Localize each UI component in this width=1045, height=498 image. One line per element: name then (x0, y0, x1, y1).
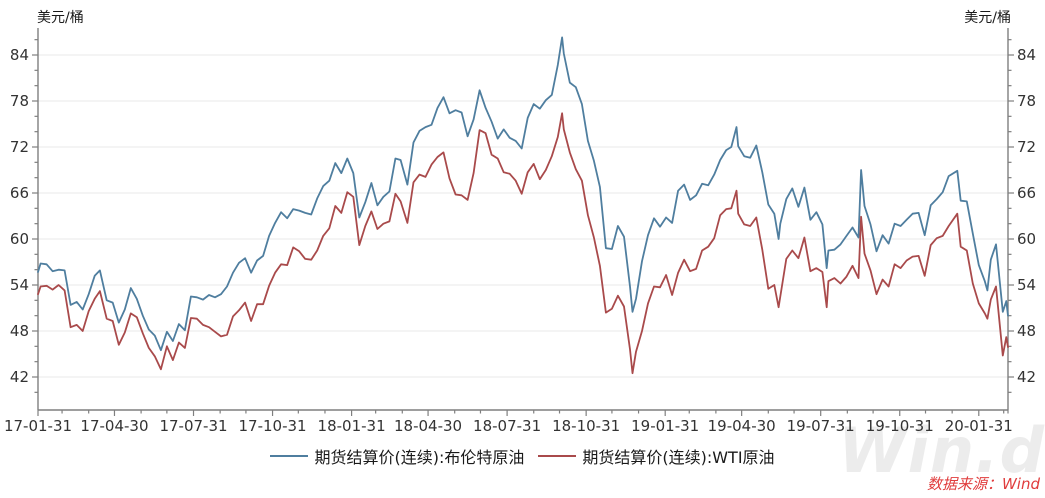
x-tick-label-17-01-31: 17-01-31 (4, 417, 72, 435)
y-axis-unit-right: 美元/桶 (964, 10, 1011, 26)
y-tick-label-right-84: 84 (1017, 46, 1036, 64)
x-tick-label-19-04-30: 19-04-30 (708, 417, 776, 435)
x-tick-label-18-10-31: 18-10-31 (552, 417, 620, 435)
y-tick-label-right-48: 48 (1017, 322, 1036, 340)
y-tick-label-right-42: 42 (1017, 368, 1036, 386)
series-wti-line (37, 112, 1009, 375)
legend-brent-label: 期货结算价(连续):布伦特原油 (314, 448, 525, 467)
legend-wti-marker (538, 455, 577, 457)
x-tick-label-19-07-31: 19-07-31 (787, 417, 855, 435)
y-tick-label-left-42: 42 (10, 368, 29, 386)
data-source-note: 数据来源：Wind (926, 475, 1040, 493)
x-tick-label-17-10-31: 17-10-31 (239, 417, 307, 435)
y-axis-unit-left: 美元/桶 (37, 10, 84, 26)
x-tick-label-20-01-31: 20-01-31 (945, 417, 1013, 435)
legend-item-wti: 期货结算价(连续):WTI原油 (538, 444, 775, 468)
price-chart: 42 42 48 48 54 54 60 60 66 66 72 72 78 78 84 84 17-01-31… (4, 28, 1036, 435)
legend-brent-marker (270, 455, 309, 457)
y-tick-label-right-60: 60 (1017, 230, 1036, 248)
x-tick-label-18-07-31: 18-07-31 (473, 417, 541, 435)
x-tick-label-19-10-31: 19-10-31 (866, 417, 934, 435)
y-tick-label-left-54: 54 (10, 276, 29, 294)
y-tick-label-left-48: 48 (10, 322, 29, 340)
x-tick-label-19-01-31: 19-01-31 (631, 417, 699, 435)
x-tick-label-17-04-30: 17-04-30 (80, 417, 148, 435)
series-brent-line (37, 36, 1009, 352)
x-tick-label-17-07-31: 17-07-31 (159, 417, 227, 435)
wind-watermark: Win.d (838, 414, 1045, 487)
y-tick-label-right-54: 54 (1017, 276, 1036, 294)
y-tick-label-left-84: 84 (10, 46, 29, 64)
legend-item-brent: 期货结算价(连续):布伦特原油 (270, 444, 524, 468)
y-tick-label-left-66: 66 (10, 184, 29, 202)
y-tick-label-right-78: 78 (1017, 92, 1036, 110)
y-tick-label-left-60: 60 (10, 230, 29, 248)
y-tick-label-left-78: 78 (10, 92, 29, 110)
y-tick-label-right-72: 72 (1017, 138, 1036, 156)
y-tick-label-left-72: 72 (10, 138, 29, 156)
legend: 期货结算价(连续):布伦特原油 期货结算价(连续):WTI原油 (0, 445, 1045, 467)
x-tick-label-18-01-31: 18-01-31 (318, 417, 386, 435)
legend-wti-label: 期货结算价(连续):WTI原油 (582, 448, 775, 467)
y-tick-label-right-66: 66 (1017, 184, 1036, 202)
x-tick-label-18-04-30: 18-04-30 (394, 417, 462, 435)
